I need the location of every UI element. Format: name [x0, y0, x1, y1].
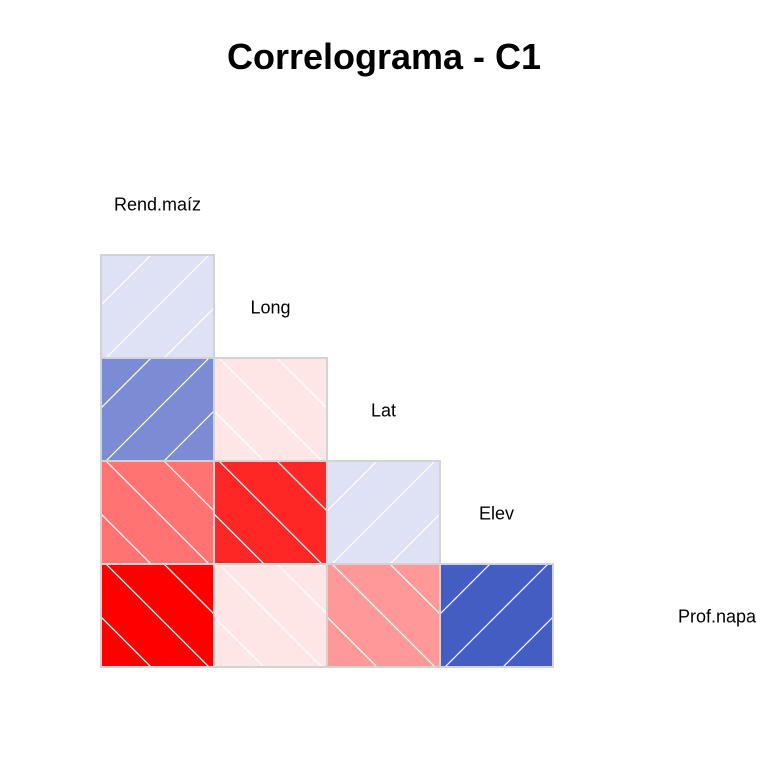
variable-label-prof-napa: Prof.napa	[678, 607, 757, 627]
variable-label-rend-maiz: Rend.maíz	[114, 195, 201, 215]
variable-label-long: Long	[250, 298, 290, 318]
variable-label-elev: Elev	[479, 504, 514, 524]
variable-label-lat: Lat	[371, 401, 396, 421]
chart-title: Correlograma - C1	[0, 36, 768, 78]
